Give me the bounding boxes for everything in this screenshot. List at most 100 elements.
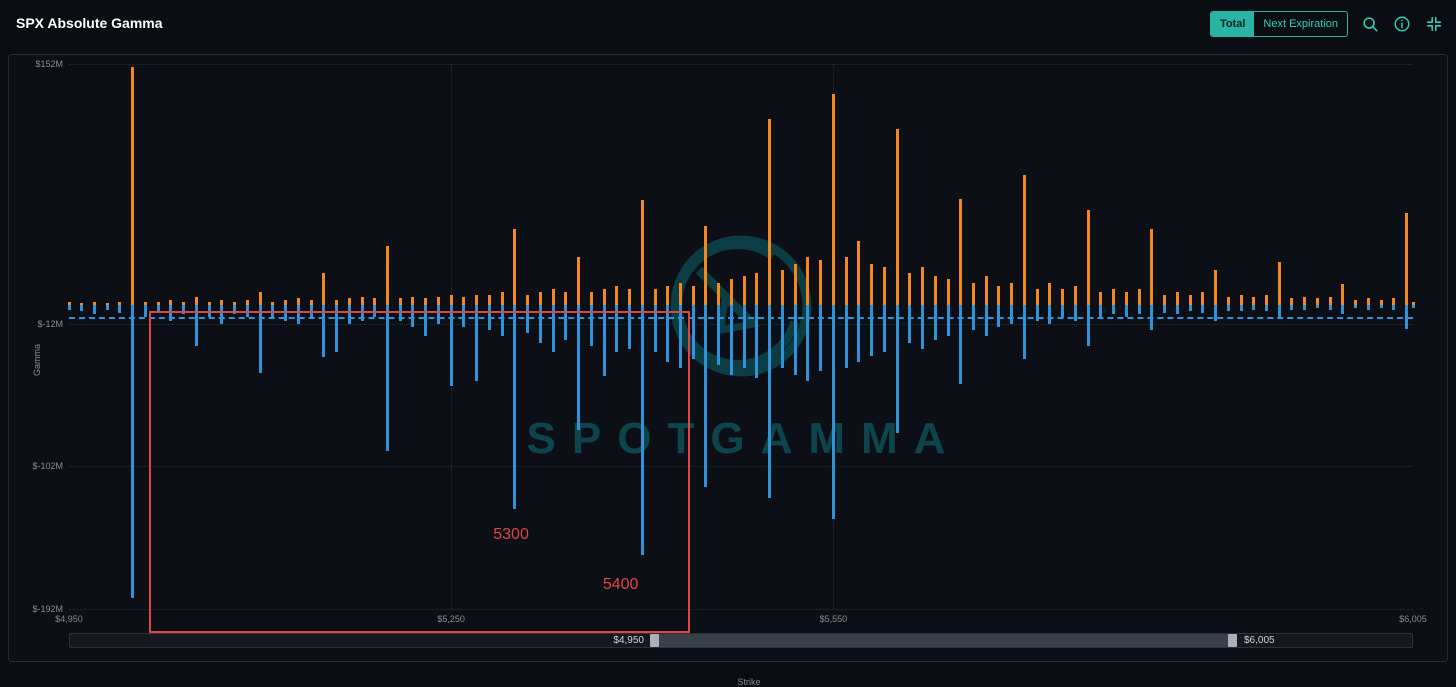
gamma-bar-call [1061,288,1065,305]
gamma-bar-put [857,304,861,362]
gamma-bar-call [233,301,237,305]
gamma-bar-call [653,288,657,305]
gamma-bar-put [296,304,300,324]
gamma-bar-call [1175,292,1179,305]
gamma-bar-call [1112,288,1116,305]
scrollbar-right-handle[interactable] [1228,634,1237,647]
gamma-bar-put [1061,304,1065,318]
y-tick-label: $152M [35,59,63,69]
gamma-bar-put [143,304,147,318]
gamma-bar-call [1010,282,1014,305]
x-tick-label: $4,950 [55,614,83,624]
gamma-bar-put [424,304,428,337]
gamma-bar-put [704,304,708,487]
toggle-next-expiration[interactable]: Next Expiration [1263,18,1338,30]
gamma-bar-put [1214,304,1218,321]
gamma-bar-put [1086,304,1090,346]
gamma-bar-put [194,304,198,346]
gamma-bar-put [819,304,823,372]
gamma-bar-put [462,304,466,327]
gamma-bar-call [997,285,1001,305]
gamma-bar-put [946,304,950,337]
gamma-bar-put [1392,304,1396,310]
gamma-bar-put [385,304,389,451]
scrollbar-right-label: $6,005 [1244,635,1275,646]
gamma-bar-call [691,285,695,305]
range-scrollbar[interactable]: $4,950 $6,005 [69,633,1413,648]
gamma-bar-call [245,300,249,305]
search-icon[interactable] [1360,14,1380,34]
x-axis-title: Strike [737,677,761,687]
page-title: SPX Absolute Gamma [16,15,163,31]
collapse-icon[interactable] [1424,14,1444,34]
annotation-label: 5400 [602,576,639,594]
gamma-bar-call [284,300,288,305]
gamma-bar-put [475,304,479,381]
spotgamma-watermark-text: SPOTGAMMA [526,414,962,463]
gamma-bar-put [1150,304,1154,331]
gamma-bar-put [1175,304,1179,315]
gamma-bar-put [564,304,568,340]
gamma-bar-call [946,279,950,305]
gamma-bar-put [1239,304,1243,312]
gamma-bar-call [1137,288,1141,305]
gamma-bar-put [411,304,415,327]
gamma-bar-call [67,301,71,305]
gamma-bar-call [1086,209,1090,305]
gamma-bar-call [1226,296,1230,305]
gamma-bar-call [526,295,530,305]
gamma-bar-put [653,304,657,353]
gamma-bar-call [857,241,861,305]
gamma-bar-call [80,303,84,305]
y-gridline [69,609,1413,610]
x-tick-label: $5,250 [437,614,465,624]
scrollbar-left-handle[interactable] [650,634,659,647]
gamma-bar-put [1264,304,1268,312]
gamma-bar-put [742,304,746,369]
view-toggle: Total Next Expiration [1209,11,1348,37]
info-icon[interactable] [1392,14,1412,34]
gamma-bar-put [118,304,122,313]
gamma-bar-call [131,67,135,305]
gamma-bar-call [335,300,339,305]
gamma-bar-call [207,301,211,305]
gamma-bar-call [360,296,364,305]
gamma-bar-call [500,292,504,305]
gamma-bar-put [844,304,848,369]
gamma-bar-call [169,300,173,305]
gamma-bar-call [819,260,823,305]
gamma-bar-call [870,263,874,305]
gamma-bar-put [984,304,988,337]
gamma-bar-call [742,276,746,305]
gamma-bar-call [564,292,568,305]
gamma-bar-put [870,304,874,356]
gamma-bar-put [678,304,682,369]
gamma-bar-call [487,295,491,305]
y-tick-label: $-192M [32,604,63,614]
gamma-bar-call [921,266,925,305]
gamma-bar-call [411,296,415,305]
gamma-bar-put [1277,304,1281,318]
gamma-bar-put [768,304,772,499]
scrollbar-selected-range[interactable] [654,634,1232,647]
gamma-bar-call [449,295,453,305]
gamma-bar-call [1124,292,1128,305]
scrollbar-left-label: $4,950 [613,635,644,646]
toggle-total[interactable]: Total [1210,12,1255,36]
gamma-bar-put [1252,304,1256,310]
gamma-bar-call [628,288,632,305]
gamma-bar-put [959,304,963,385]
annotation-rect [149,311,690,633]
gamma-bar-call [1354,300,1358,305]
plot-area[interactable]: SPOTGAMMA $152M $-12M $-102M $-192M $4,950 $5… [32,59,1427,633]
gamma-bar-call [1264,295,1268,305]
gamma-bar-put [1124,304,1128,318]
gamma-bar-call [143,301,147,305]
gamma-bar-put [335,304,339,353]
gamma-bar-call [831,94,835,305]
gamma-bar-put [1303,304,1307,310]
gamma-bar-call [156,301,160,305]
gamma-bar-put [1328,304,1332,310]
gamma-bar-put [1315,304,1319,308]
x-tick-label: $6,005 [1399,614,1427,624]
